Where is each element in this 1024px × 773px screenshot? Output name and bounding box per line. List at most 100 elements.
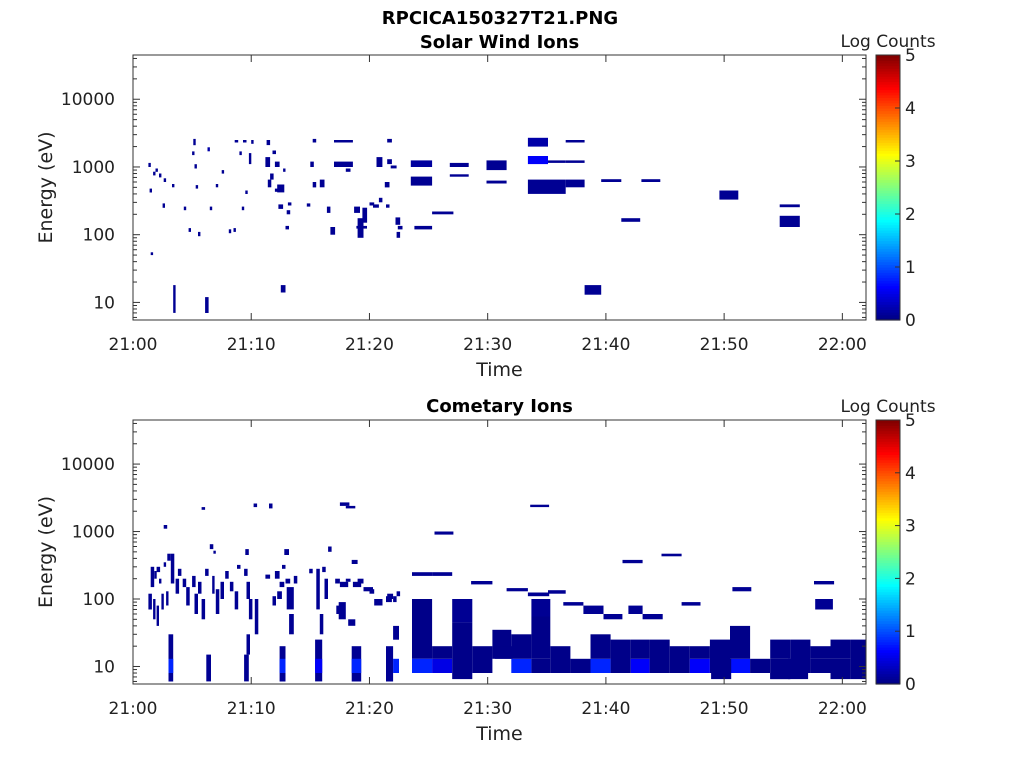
heatmap-cell bbox=[357, 578, 364, 584]
colorbar-segment bbox=[876, 420, 900, 424]
colorbar-segment bbox=[876, 676, 900, 680]
colorbar-segment bbox=[876, 610, 900, 614]
heatmap-cell bbox=[270, 173, 274, 180]
heatmap-cell bbox=[274, 571, 280, 579]
heatmap-cell bbox=[237, 564, 241, 569]
colorbar-segment bbox=[876, 126, 900, 130]
colorbar-segment bbox=[876, 438, 900, 442]
heatmap-cell bbox=[198, 231, 201, 237]
heatmap-cell bbox=[221, 170, 225, 174]
colorbar-segment bbox=[876, 108, 900, 112]
heatmap-cell bbox=[209, 544, 214, 550]
heatmap-cell bbox=[225, 571, 229, 579]
colorbar-label: Log Counts bbox=[840, 397, 935, 417]
y-axis-label: Energy (eV) bbox=[35, 131, 57, 243]
colorbar-segment bbox=[876, 153, 900, 157]
colorbar-segment bbox=[876, 618, 900, 622]
heatmap-cell bbox=[378, 197, 383, 203]
heatmap-cell bbox=[711, 658, 732, 680]
colorbar-segment bbox=[876, 504, 900, 508]
heatmap-cell bbox=[689, 658, 710, 673]
heatmap-cell bbox=[369, 589, 375, 594]
heatmap-cell bbox=[511, 658, 532, 673]
heatmap-cell bbox=[412, 658, 433, 673]
colorbar-segment bbox=[876, 433, 900, 437]
colorbar-segment bbox=[876, 304, 900, 308]
colorbar-segment bbox=[876, 195, 900, 199]
heatmap-cell bbox=[590, 658, 611, 673]
colorbar-tick-label: 5 bbox=[905, 46, 916, 66]
heatmap-cell bbox=[814, 581, 835, 585]
y-tick-label: 10000 bbox=[61, 455, 115, 475]
heatmap-cell bbox=[630, 639, 650, 659]
heatmap-cell bbox=[669, 646, 690, 673]
heatmap-cell bbox=[163, 178, 167, 182]
heatmap-cell bbox=[830, 658, 851, 680]
colorbar-tick-label: 1 bbox=[905, 622, 916, 642]
heatmap-cell bbox=[148, 162, 151, 167]
heatmap-cell bbox=[244, 654, 249, 682]
colorbar-segment bbox=[876, 102, 900, 106]
panel-title: Solar Wind Ions bbox=[420, 32, 579, 53]
heatmap-cell bbox=[830, 639, 851, 659]
heatmap-cell bbox=[531, 658, 551, 673]
heatmap-cell bbox=[215, 184, 219, 188]
colorbar-segment bbox=[876, 491, 900, 495]
heatmap-cell bbox=[410, 160, 433, 167]
colorbar-segment bbox=[876, 480, 900, 484]
heatmap-cell bbox=[246, 634, 250, 655]
heatmap-cell bbox=[601, 179, 622, 182]
heatmap-cell bbox=[384, 182, 390, 188]
colorbar-segment bbox=[876, 443, 900, 447]
heatmap-cell bbox=[156, 605, 159, 626]
colorbar-segment bbox=[876, 261, 900, 265]
y-tick-label: 1000 bbox=[72, 523, 115, 543]
heatmap-cell bbox=[649, 639, 670, 673]
colorbar-segment bbox=[876, 256, 900, 260]
colorbar-segment bbox=[876, 644, 900, 648]
heatmap-cell bbox=[563, 602, 584, 606]
colorbar-segment bbox=[876, 118, 900, 122]
heatmap-cell bbox=[432, 646, 453, 659]
heatmap-cell bbox=[279, 658, 286, 673]
heatmap-cell bbox=[387, 159, 392, 165]
heatmap-cell bbox=[565, 160, 585, 163]
heatmap-cell bbox=[253, 503, 258, 508]
colorbar-segment bbox=[876, 668, 900, 672]
heatmap-cell bbox=[254, 599, 259, 635]
heatmap-cell bbox=[284, 549, 289, 555]
x-tick-label: 21:40 bbox=[581, 335, 630, 355]
heatmap-cell bbox=[239, 151, 242, 156]
colorbar-segment bbox=[876, 158, 900, 162]
heatmap-cell bbox=[269, 503, 273, 509]
heatmap-cell bbox=[155, 168, 158, 172]
heatmap-cell bbox=[272, 150, 276, 155]
heatmap-cell bbox=[267, 179, 272, 188]
heatmap-cell bbox=[730, 625, 751, 659]
colorbar-segment bbox=[876, 462, 900, 466]
colorbar-segment bbox=[876, 240, 900, 244]
heatmap-cell bbox=[376, 157, 383, 167]
heatmap-cell bbox=[527, 137, 548, 147]
heatmap-cell bbox=[432, 572, 453, 576]
colorbar-segment bbox=[876, 208, 900, 212]
colorbar-segment bbox=[876, 200, 900, 204]
heatmap-cell bbox=[432, 658, 453, 673]
colorbar-segment bbox=[876, 628, 900, 632]
heatmap-cell bbox=[434, 531, 454, 535]
heatmap-cell bbox=[531, 616, 551, 659]
colorbar-segment bbox=[876, 115, 900, 120]
colorbar-segment bbox=[876, 129, 900, 133]
heatmap-cell bbox=[241, 206, 245, 211]
x-tick-label: 22:00 bbox=[818, 699, 867, 719]
heatmap-cell bbox=[153, 171, 156, 176]
colorbar-segment bbox=[876, 581, 900, 585]
colorbar-segment bbox=[876, 470, 900, 474]
colorbar-segment bbox=[876, 639, 900, 643]
colorbar-segment bbox=[876, 89, 900, 93]
heatmap-cell bbox=[732, 587, 752, 592]
heatmap-cell bbox=[345, 505, 356, 509]
heatmap-cell bbox=[246, 581, 250, 599]
heatmap-cell bbox=[245, 190, 248, 194]
heatmap-cell bbox=[166, 591, 169, 606]
